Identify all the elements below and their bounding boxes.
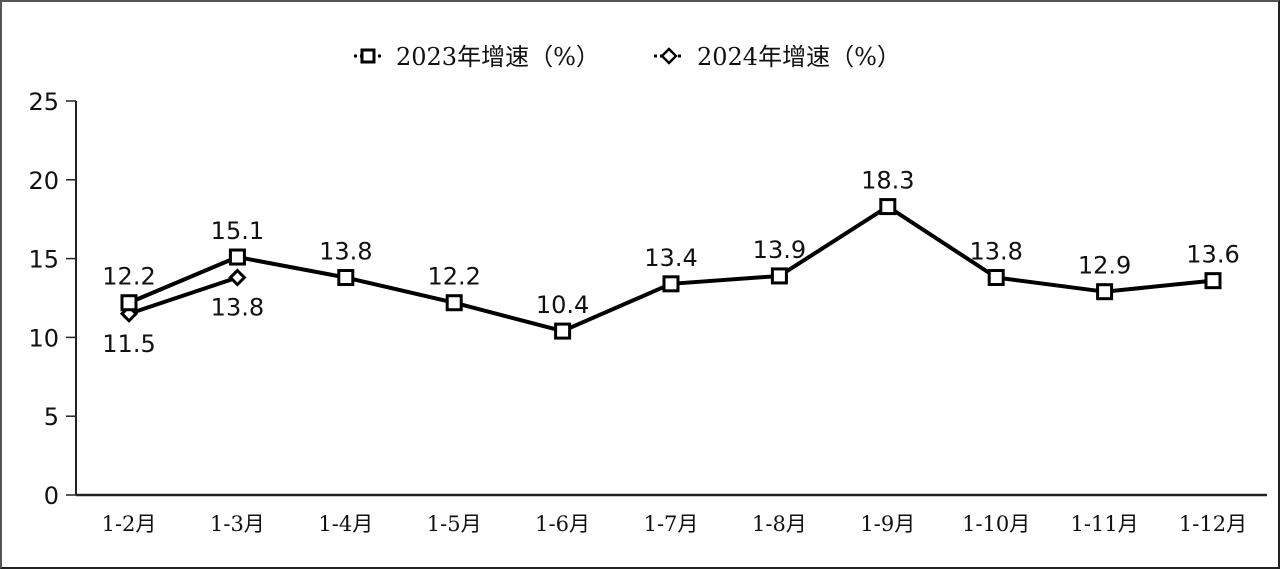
legend-item-2024: 2024年增速（%）: [654, 43, 901, 71]
x-axis: 1-2月 1-3月 1-4月 1-5月 1-6月 1-7月 1-8月 1-9月 1-10月 1-1…: [76, 493, 1267, 536]
legend-label-2024: 2024年增速（%）: [697, 43, 901, 71]
square-marker: [662, 275, 680, 293]
square-marker: [770, 267, 788, 285]
square-marker: [228, 248, 246, 266]
data-label: 13.8: [211, 294, 264, 322]
series-line: [128, 275, 239, 316]
x-category-label: 1-10月: [962, 512, 1030, 536]
y-axis: 0 5 10 15 20 25: [28, 88, 77, 510]
data-label: 12.2: [427, 263, 480, 291]
y-tick-label: 20: [28, 167, 59, 195]
data-label: 12.9: [1078, 252, 1131, 280]
x-category-label: 1-11月: [1071, 512, 1139, 536]
data-label: 15.1: [211, 217, 264, 245]
x-category-label: 1-8月: [752, 512, 807, 536]
square-marker: [987, 269, 1005, 287]
legend-label-2023: 2023年增速（%）: [396, 43, 600, 71]
square-marker: [445, 294, 463, 312]
square-marker-icon: [354, 48, 382, 64]
data-label: 12.2: [102, 263, 155, 291]
data-label: 13.4: [644, 244, 697, 272]
y-tick-label: 25: [28, 88, 59, 116]
data-label: 13.6: [1186, 241, 1239, 269]
data-label: 10.4: [536, 291, 589, 319]
square-marker: [120, 294, 138, 312]
square-marker: [1096, 283, 1114, 301]
y-tick-label: 10: [28, 324, 59, 352]
data-label: 13.9: [753, 236, 806, 264]
square-marker: [337, 269, 355, 287]
square-marker: [554, 322, 572, 340]
data-label: 13.8: [319, 238, 372, 266]
x-category-label: 1-2月: [102, 512, 157, 536]
diamond-marker-icon: [654, 47, 684, 65]
square-marker: [879, 198, 897, 216]
x-category-label: 1-7月: [644, 512, 699, 536]
y-tick-label: 5: [44, 403, 59, 431]
square-marker: [1204, 272, 1222, 290]
x-category-label: 1-5月: [427, 512, 482, 536]
diamond-marker: [228, 268, 247, 287]
data-label: 13.8: [969, 238, 1022, 266]
x-category-label: 1-4月: [318, 512, 373, 536]
y-tick-label: 0: [44, 482, 59, 510]
legend-item-2023: 2023年增速（%）: [354, 43, 600, 71]
data-label: 18.3: [861, 167, 914, 195]
x-category-label: 1-3月: [210, 512, 265, 536]
x-category-label: 1-12月: [1179, 512, 1247, 536]
y-tick-label: 15: [28, 246, 59, 274]
data-label: 11.5: [102, 330, 155, 358]
x-category-label: 1-9月: [860, 512, 915, 536]
series-2024: 11.5 13.8: [102, 268, 264, 358]
series-2023: 12.2 15.1 13.8 12.2 10.4 13.4 13.9 18.3 13.8 12.9…: [102, 167, 1240, 340]
x-category-label: 1-6月: [535, 512, 590, 536]
legend: 2023年增速（%） 2024年增速（%）: [354, 43, 901, 71]
